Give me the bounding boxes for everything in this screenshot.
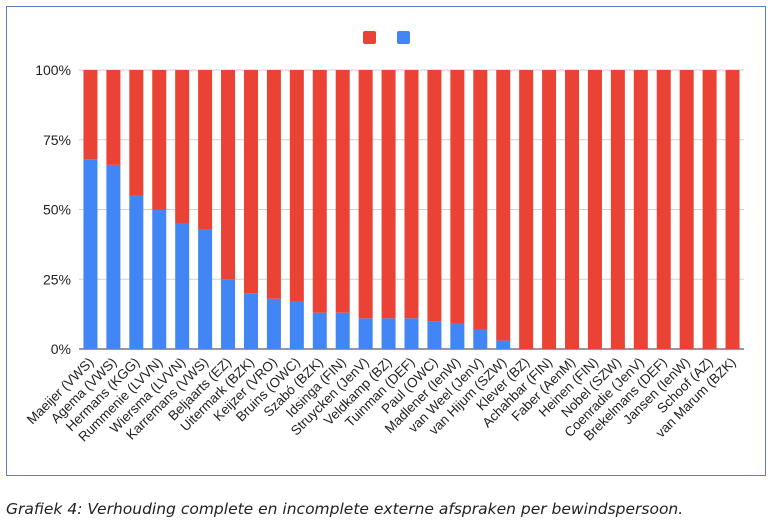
bar-segment-red (198, 70, 213, 230)
y-tick-label: 75% (43, 132, 71, 148)
bar-segment-blue (473, 329, 488, 349)
bar-segment-red (243, 70, 258, 294)
bar-segment-blue (496, 340, 511, 349)
bar-segment-blue (427, 321, 442, 349)
y-tick-label: 25% (43, 271, 71, 287)
bar-segment-red (312, 70, 327, 313)
bar-segment-red (129, 70, 144, 196)
bar-segment-red (266, 70, 281, 299)
bar-segment-red (335, 70, 350, 313)
bar-segment-red (610, 70, 625, 349)
bar-segment-blue (289, 301, 304, 349)
bar-segment-red (404, 70, 419, 319)
bar-segment-blue (335, 312, 350, 349)
bar-segment-red (83, 70, 98, 160)
bar-segment-red (221, 70, 236, 280)
bar-segment-red (106, 70, 121, 165)
bar-segment-red (633, 70, 648, 349)
chart-frame: 0% 25% 50% 75% 100% Maeijer (VWS) Agema (VWS) H… (6, 6, 766, 476)
stacked-bar-chart: 0%25%50%75%100%Maeijer (VWS)Agema (VWS)H… (24, 31, 744, 445)
bar-segment-red (473, 70, 488, 330)
bar-segment-red (679, 70, 694, 349)
bar-segment-red (656, 70, 671, 349)
bar-segment-red (381, 70, 396, 319)
bar-segment-blue (381, 318, 396, 349)
legend-swatch (363, 31, 376, 44)
bar-segment-blue (450, 323, 465, 349)
bar-segment-red (289, 70, 304, 302)
bar-segment-blue (243, 293, 258, 349)
bar-segment-red (587, 70, 602, 349)
bar-segment-red (358, 70, 373, 319)
bar-segment-blue (198, 229, 213, 349)
bar-segment-red (175, 70, 190, 224)
y-tick-label: 100% (35, 62, 71, 78)
bar-segment-blue (152, 209, 167, 349)
figure-caption: Grafiek 4: Verhouding complete en incomp… (6, 500, 684, 518)
bar-segment-red (565, 70, 580, 349)
bar-segment-red (702, 70, 717, 349)
legend-swatch (397, 31, 410, 44)
bar-segment-blue (129, 195, 144, 349)
bar-segment-blue (358, 318, 373, 349)
bar-segment-blue (175, 223, 190, 349)
bar-segment-red (152, 70, 167, 210)
bar-segment-red (496, 70, 511, 341)
bar-segment-red (450, 70, 465, 324)
bar-segment-red (725, 70, 740, 349)
bar-segment-red (519, 70, 534, 349)
bar-segment-blue (312, 312, 327, 349)
bar-segment-red (542, 70, 557, 349)
y-tick-label: 0% (51, 341, 71, 357)
y-tick-label: 50% (43, 202, 71, 218)
bar-segment-blue (221, 279, 236, 349)
bar-segment-blue (404, 318, 419, 349)
bar-segment-red (427, 70, 442, 322)
bar-segment-blue (83, 159, 98, 349)
bar-segment-blue (106, 164, 121, 349)
bar-segment-blue (266, 298, 281, 349)
